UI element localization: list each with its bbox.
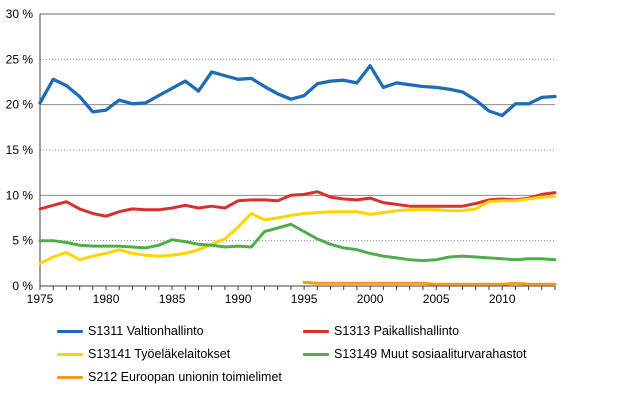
legend-label-s1313: S1313 Paikallishallinto <box>334 324 460 338</box>
line-chart-canvas: 0 % 5 % 10 % 15 % 20 % 25 % 30 % 1975 1980 1985 19… <box>6 7 557 306</box>
series-line-S13141 <box>38 194 557 265</box>
legend-label-s1311: S1311 Valtionhallinto <box>88 324 204 338</box>
x-tick-label: 1985 <box>159 292 186 306</box>
legend-line-swatch-s212 <box>57 376 83 379</box>
legend-item-s13141: S13141 Työeläkelaitokset <box>57 347 303 362</box>
x-tick-label: 1980 <box>93 292 120 306</box>
chart-legend: S1311 Valtionhallinto S1313 Paikallishal… <box>57 324 526 385</box>
series-line-S13149 <box>38 222 557 263</box>
legend-item-s1311: S1311 Valtionhallinto <box>57 324 303 339</box>
legend-label-s13141: S13141 Työeläkelaitokset <box>88 347 231 361</box>
x-tick-label: 1995 <box>291 292 318 306</box>
y-tick-label: 20 % <box>6 98 34 112</box>
y-tick-label: 25 % <box>6 52 34 66</box>
y-tick-label: 5 % <box>12 234 33 248</box>
y-tick-label: 15 % <box>6 143 34 157</box>
series-line-S1311 <box>38 64 557 118</box>
x-tick-label: 2010 <box>489 292 516 306</box>
legend-label-s212: S212 Euroopan unionin toimielimet <box>88 370 282 384</box>
y-tick-label: 0 % <box>12 279 33 293</box>
x-tick-label: 1990 <box>225 292 252 306</box>
legend-item-s1313: S1313 Paikallishallinto <box>303 324 526 339</box>
legend-line-swatch-s13149 <box>303 353 329 356</box>
series-line-S212 <box>302 280 557 286</box>
x-tick-label: 2000 <box>357 292 384 306</box>
y-tick-label: 30 % <box>6 7 34 21</box>
x-tick-label: 2005 <box>423 292 450 306</box>
legend-label-s13149: S13149 Muut sosiaaliturvarahastot <box>334 347 527 361</box>
legend-item-s212: S212 Euroopan unionin toimielimet <box>57 370 303 385</box>
y-tick-label: 10 % <box>6 188 34 202</box>
legend-line-swatch-s13141 <box>57 353 83 356</box>
legend-item-s13149: S13149 Muut sosiaaliturvarahastot <box>303 347 526 362</box>
legend-line-swatch-s1311 <box>57 330 83 333</box>
x-tick-label: 1975 <box>27 292 54 306</box>
legend-line-swatch-s1313 <box>303 330 329 333</box>
series-line-S1313 <box>38 190 557 218</box>
